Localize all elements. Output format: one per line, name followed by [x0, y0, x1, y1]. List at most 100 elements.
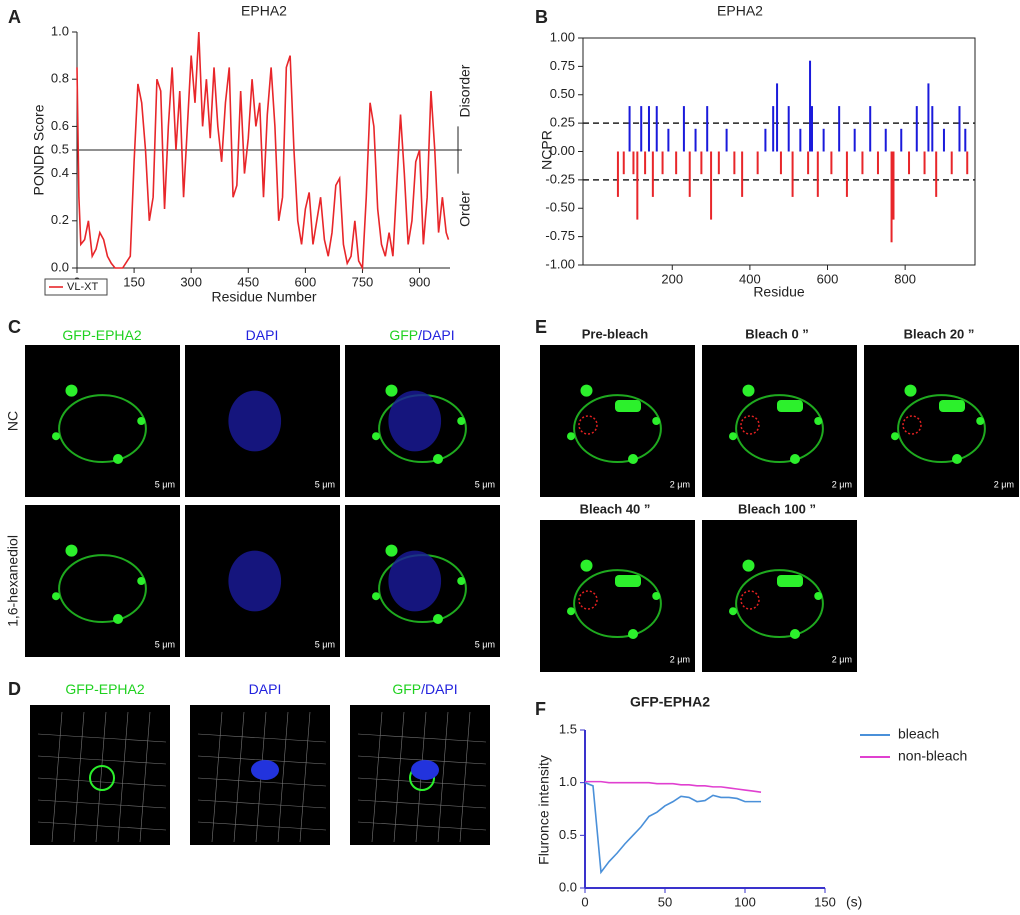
- scale-bar-label: 2 μm: [670, 479, 690, 489]
- droplet: [372, 592, 380, 601]
- x-tick-label: 600: [817, 271, 839, 286]
- scale-bar-label: 2 μm: [994, 479, 1014, 489]
- x-tick-label: 600: [295, 274, 317, 289]
- cell: [735, 394, 824, 464]
- image-title: Bleach 100 ”: [738, 501, 816, 516]
- header-part: DAPI: [249, 681, 282, 697]
- bar: [845, 151, 848, 197]
- grid-3d: [357, 799, 487, 809]
- bar: [931, 106, 934, 152]
- bar: [838, 106, 841, 152]
- bar: [682, 106, 685, 152]
- legend-label: non-bleach: [898, 748, 967, 764]
- droplet: [729, 432, 737, 441]
- y-tick-label: 0.6: [51, 118, 69, 133]
- column-header: GFP/DAPI: [392, 681, 457, 697]
- bar: [667, 128, 670, 152]
- bar: [636, 151, 639, 220]
- bar: [647, 106, 650, 152]
- micrograph: [702, 520, 857, 672]
- bar: [616, 151, 619, 197]
- chart-title: EPHA2: [717, 3, 763, 19]
- y-tick-label: 0.0: [559, 879, 577, 894]
- bar: [809, 60, 812, 152]
- micrograph: [25, 345, 180, 497]
- header-part: GFP-EPHA2: [65, 681, 145, 697]
- droplet: [385, 384, 398, 397]
- droplet: [628, 454, 638, 464]
- droplet: [814, 592, 823, 600]
- grid-3d: [197, 733, 327, 743]
- x-axis-label: Residue Number: [211, 289, 316, 305]
- grid-3d: [299, 711, 311, 843]
- column-header: GFP-EPHA2: [65, 681, 145, 697]
- bar: [927, 83, 930, 152]
- droplet: [976, 417, 985, 425]
- scale-bar-label: 5 μm: [475, 479, 495, 489]
- grid-3d: [73, 711, 85, 843]
- bar: [675, 151, 678, 175]
- column-header: DAPI: [249, 681, 282, 697]
- grid-3d: [37, 755, 167, 765]
- y-axis-label: NCPR: [539, 130, 555, 170]
- column-header: GFP/DAPI: [389, 327, 454, 343]
- panel-label: C: [8, 317, 21, 337]
- droplet: [567, 607, 575, 616]
- grid-3d: [197, 755, 327, 765]
- micrograph: [25, 505, 180, 657]
- bar: [622, 151, 625, 175]
- grid-3d: [393, 711, 405, 843]
- micrograph: [702, 345, 857, 497]
- chart-title: EPHA2: [241, 3, 287, 19]
- bar: [908, 151, 911, 175]
- line-series: [76, 31, 450, 271]
- panel-label: A: [8, 7, 21, 27]
- droplet: [790, 454, 800, 464]
- grid-3d: [277, 711, 289, 843]
- y-tick-label: 1.0: [51, 23, 69, 38]
- header-part: GFP: [389, 327, 418, 343]
- cell: [573, 569, 662, 639]
- nucleus-3d: [411, 760, 439, 780]
- droplet: [372, 432, 380, 441]
- scale-bar-label: 2 μm: [832, 479, 852, 489]
- droplet: [433, 614, 443, 624]
- y-tick-label: -1.00: [545, 256, 575, 271]
- nucleus-3d: [251, 760, 279, 780]
- nucleus: [388, 390, 442, 452]
- y-tick-label: 0.5: [51, 141, 69, 156]
- droplet: [385, 544, 398, 557]
- grid-3d: [211, 711, 223, 843]
- bar: [915, 106, 918, 152]
- panel-label: F: [535, 699, 546, 719]
- y-tick-label: 1.5: [559, 721, 577, 736]
- grid-3d: [197, 821, 327, 831]
- bleach-roi: [740, 590, 760, 610]
- cell: [735, 569, 824, 639]
- bar: [700, 151, 703, 175]
- cell-3d: [89, 765, 115, 791]
- y-tick-label: -0.75: [545, 228, 575, 243]
- bar: [950, 151, 953, 175]
- bar: [942, 128, 945, 152]
- bar: [779, 151, 782, 175]
- grid-3d: [357, 733, 487, 743]
- bar: [890, 151, 893, 243]
- legend-label: bleach: [898, 726, 939, 742]
- chart-title: GFP-EPHA2: [630, 694, 710, 710]
- grid-3d: [51, 711, 63, 843]
- droplet: [790, 629, 800, 639]
- y-tick-label: 0.75: [550, 58, 575, 73]
- x-tick-label: 150: [123, 274, 145, 289]
- bar: [861, 151, 864, 175]
- annotation: Disorder: [457, 64, 473, 117]
- grid-3d: [437, 711, 449, 843]
- nucleus: [388, 550, 442, 612]
- bleach-rod: [777, 400, 803, 412]
- bar: [710, 151, 713, 220]
- droplet: [742, 559, 755, 572]
- header-part: /DAPI: [421, 681, 458, 697]
- x-tick-label: 150: [814, 894, 836, 909]
- droplet: [652, 417, 661, 425]
